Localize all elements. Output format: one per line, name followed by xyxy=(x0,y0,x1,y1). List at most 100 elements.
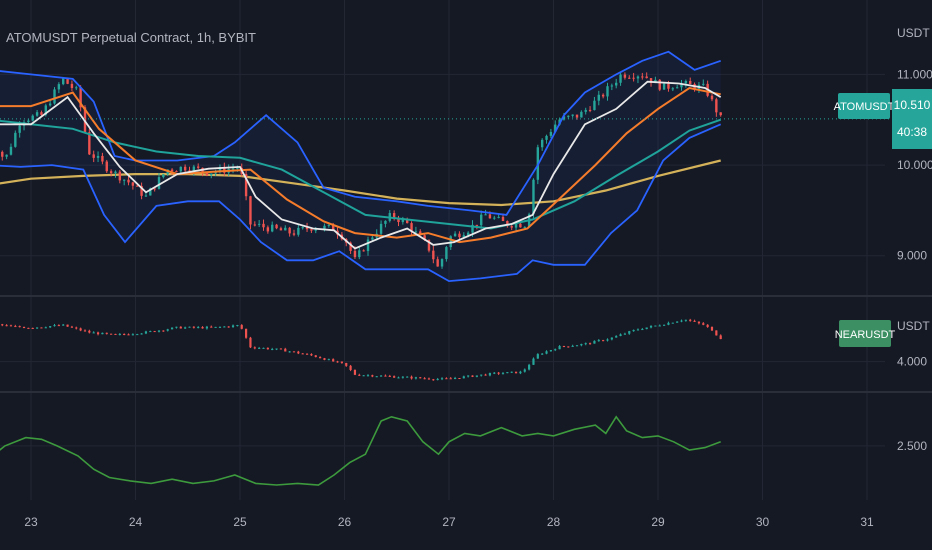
candle-body xyxy=(153,188,156,190)
candle-body xyxy=(645,327,648,330)
candle-body xyxy=(353,369,357,375)
candle-body xyxy=(105,161,108,172)
candle-body xyxy=(366,239,370,252)
candle-body xyxy=(562,346,566,348)
candle-body xyxy=(53,325,56,327)
candle-body xyxy=(140,186,143,196)
time-axis[interactable]: 23 24 25 26 27 28 29 30 31 xyxy=(24,515,874,529)
candle-body xyxy=(379,223,383,234)
near-price-axis[interactable]: USDT 4.000 NEARUSDT xyxy=(835,319,931,369)
candle-body xyxy=(192,326,195,328)
candle-body xyxy=(397,217,400,223)
symbol-label-atom-text: ATOMUSDT xyxy=(834,101,895,113)
candle-body xyxy=(427,378,431,380)
ratio-pane[interactable] xyxy=(0,415,721,486)
candle-body xyxy=(157,330,161,332)
candle-body xyxy=(188,326,191,328)
candle-body xyxy=(636,76,640,79)
candle-body xyxy=(92,154,95,158)
candle-body xyxy=(331,224,335,231)
candle-body xyxy=(114,171,117,174)
candle-body xyxy=(35,112,39,116)
candle-body xyxy=(379,375,383,377)
bollinger-upper-line xyxy=(0,50,721,216)
candle-body xyxy=(305,227,309,230)
candle-body xyxy=(314,228,317,231)
candle-body xyxy=(162,174,165,178)
candle-body xyxy=(710,326,714,331)
candle-body xyxy=(532,179,535,215)
candle-body xyxy=(606,339,609,341)
candle-body xyxy=(118,171,122,181)
candle-body xyxy=(667,322,670,325)
candle-body xyxy=(75,327,78,329)
candle-body xyxy=(249,196,252,225)
candle-body xyxy=(288,351,291,353)
candle-body xyxy=(327,224,331,226)
candle-body xyxy=(593,100,596,111)
candle-body xyxy=(662,324,666,326)
candle-body xyxy=(432,250,435,260)
candle-body xyxy=(5,325,8,327)
candle-body xyxy=(70,83,74,88)
candle-body xyxy=(323,358,326,360)
candle-body xyxy=(401,219,405,223)
candle-body xyxy=(628,331,631,334)
candle-body xyxy=(249,337,252,348)
candle-body xyxy=(506,372,509,374)
candle-body xyxy=(79,328,82,331)
candle-body xyxy=(179,326,182,329)
candle-body xyxy=(179,166,182,172)
ratio-axis[interactable]: 2.500 xyxy=(897,439,927,453)
candle-body xyxy=(689,319,692,321)
candle-body xyxy=(184,327,187,329)
price-axis[interactable]: USDT 11.000 10.000 9.000 ATOMUSDT 10.510… xyxy=(834,26,932,263)
candle-body xyxy=(162,330,165,332)
candle-body xyxy=(545,135,548,140)
candle-countdown: 40:38 xyxy=(897,125,927,139)
candle-body xyxy=(92,332,95,334)
candle-body xyxy=(340,361,343,363)
candle-body xyxy=(392,213,396,218)
candle-body xyxy=(623,333,627,335)
candle-body xyxy=(689,81,692,85)
candle-body xyxy=(575,114,579,118)
candle-body xyxy=(166,329,169,331)
candle-body xyxy=(62,324,65,326)
candle-body xyxy=(436,259,439,267)
atom-price-pane[interactable] xyxy=(0,50,890,283)
candle-body xyxy=(510,226,513,228)
candle-body xyxy=(275,348,278,350)
near-candles xyxy=(1,318,722,381)
candle-body xyxy=(244,328,248,338)
candle-body xyxy=(109,171,113,174)
candle-body xyxy=(144,195,148,197)
candle-body xyxy=(136,334,139,336)
candle-body xyxy=(484,374,487,376)
candle-body xyxy=(397,377,400,379)
candle-body xyxy=(31,115,34,121)
candle-body xyxy=(284,227,287,231)
candle-body xyxy=(619,74,622,83)
ratio-tick-label: 2.500 xyxy=(897,439,927,453)
candle-body xyxy=(488,214,492,219)
candle-body xyxy=(22,327,26,329)
ma-mid-line xyxy=(0,86,721,244)
candle-body xyxy=(384,375,387,377)
candle-body xyxy=(715,330,718,336)
grid-lines xyxy=(0,0,885,500)
candle-body xyxy=(641,329,644,331)
candle-body xyxy=(131,182,135,186)
price-axis-unit: USDT xyxy=(897,26,930,40)
candle-body xyxy=(223,167,226,173)
candle-body xyxy=(35,327,39,329)
near-price-pane[interactable] xyxy=(0,318,722,381)
candle-body xyxy=(127,179,130,183)
candle-body xyxy=(362,375,365,377)
candle-body xyxy=(541,353,544,355)
candle-body xyxy=(545,351,548,354)
candle-body xyxy=(453,233,457,237)
candle-body xyxy=(9,325,13,327)
